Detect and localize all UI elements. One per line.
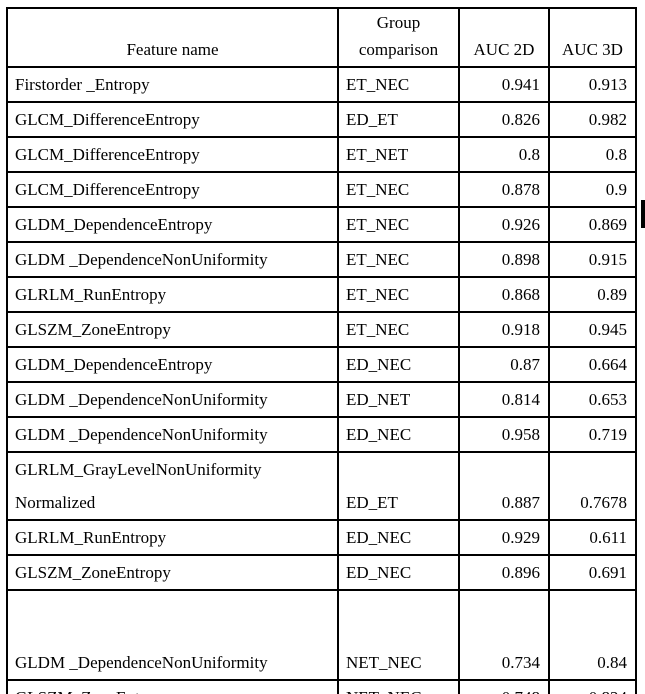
table-row: GLDM _DependenceNonUniformity ET_NEC 0.8… bbox=[6, 241, 637, 278]
cell-auc-2d: 0.896 bbox=[458, 554, 550, 591]
cell-feature: GLSZM_ZoneEntropy bbox=[6, 311, 339, 348]
cell-feature: GLDM_DependenceEntropy bbox=[6, 206, 339, 243]
table-row: GLDM _DependenceNonUniformity NET_NEC 0.… bbox=[6, 589, 637, 681]
cell-group: NET_NEC bbox=[337, 679, 460, 694]
cell-feature: GLDM _DependenceNonUniformity bbox=[6, 381, 339, 418]
col-header-auc-2d: AUC 2D bbox=[458, 7, 550, 68]
cell-group: NET_NEC bbox=[337, 589, 460, 681]
cell-auc-3d: 0.824 bbox=[548, 679, 637, 694]
cell-auc-2d: 0.941 bbox=[458, 66, 550, 103]
cell-group: ET_NEC bbox=[337, 171, 460, 208]
cell-feature: GLDM _DependenceNonUniformity bbox=[6, 416, 339, 453]
cell-group: ED_ET bbox=[337, 451, 460, 521]
cell-auc-3d: 0.653 bbox=[548, 381, 637, 418]
cell-group: ED_NEC bbox=[337, 554, 460, 591]
col-header-feature-name: Feature name bbox=[6, 7, 339, 68]
cell-feature: Firstorder _Entropy bbox=[6, 66, 339, 103]
cell-auc-3d: 0.869 bbox=[548, 206, 637, 243]
cell-feature: GLDM_DependenceEntropy bbox=[6, 346, 339, 383]
cell-group: ET_NET bbox=[337, 136, 460, 173]
cell-group: ED_NET bbox=[337, 381, 460, 418]
cell-auc-2d: 0.734 bbox=[458, 589, 550, 681]
table-row: GLRLM_RunEntropy ET_NEC 0.868 0.89 bbox=[6, 276, 637, 313]
cell-auc-2d: 0.87 bbox=[458, 346, 550, 383]
cell-auc-3d: 0.89 bbox=[548, 276, 637, 313]
cell-auc-3d: 0.691 bbox=[548, 554, 637, 591]
cell-group: ED_ET bbox=[337, 101, 460, 138]
cell-auc-2d: 0.814 bbox=[458, 381, 550, 418]
col-header-auc-3d: AUC 3D bbox=[548, 7, 637, 68]
table-row: GLDM_DependenceEntropy ED_NEC 0.87 0.664 bbox=[6, 346, 637, 383]
table-row: GLSZM_ZoneEntropy NET_NEC 0.748 0.824 bbox=[6, 679, 637, 694]
cell-auc-3d: 0.8 bbox=[548, 136, 637, 173]
table-row: GLSZM_ZoneEntropy ET_NEC 0.918 0.945 bbox=[6, 311, 637, 348]
cell-auc-3d: 0.7678 bbox=[548, 451, 637, 521]
cell-auc-3d: 0.982 bbox=[548, 101, 637, 138]
cell-feature: GLSZM_ZoneEntropy bbox=[6, 554, 339, 591]
cell-auc-3d: 0.84 bbox=[548, 589, 637, 681]
table-row: GLDM _DependenceNonUniformity ED_NET 0.8… bbox=[6, 381, 637, 418]
cell-feature: GLSZM_ZoneEntropy bbox=[6, 679, 339, 694]
cell-auc-2d: 0.868 bbox=[458, 276, 550, 313]
cell-auc-3d: 0.611 bbox=[548, 519, 637, 556]
cell-feature: GLCM_DifferenceEntropy bbox=[6, 101, 339, 138]
table-row: GLDM_DependenceEntropy ET_NEC 0.926 0.86… bbox=[6, 206, 637, 243]
cell-group: ED_NEC bbox=[337, 416, 460, 453]
cell-auc-2d: 0.878 bbox=[458, 171, 550, 208]
cell-feature: GLDM _DependenceNonUniformity bbox=[6, 241, 339, 278]
cell-auc-2d: 0.926 bbox=[458, 206, 550, 243]
cell-feature: GLRLM_RunEntropy bbox=[6, 519, 339, 556]
cell-auc-3d: 0.913 bbox=[548, 66, 637, 103]
cell-feature: GLDM _DependenceNonUniformity bbox=[6, 589, 339, 681]
cell-group: ED_NEC bbox=[337, 519, 460, 556]
cell-feature: GLRLM_RunEntropy bbox=[6, 276, 339, 313]
cell-group: ET_NEC bbox=[337, 276, 460, 313]
cell-feature: GLCM_DifferenceEntropy bbox=[6, 136, 339, 173]
cell-auc-2d: 0.887 bbox=[458, 451, 550, 521]
cell-group: ET_NEC bbox=[337, 66, 460, 103]
cell-auc-3d: 0.664 bbox=[548, 346, 637, 383]
cell-auc-2d: 0.748 bbox=[458, 679, 550, 694]
cell-group: ET_NEC bbox=[337, 311, 460, 348]
header-row: Feature name Group comparison AUC 2D AUC… bbox=[6, 7, 637, 68]
table-row: GLCM_DifferenceEntropy ET_NEC 0.878 0.9 bbox=[6, 171, 637, 208]
table-row: GLDM _DependenceNonUniformity ED_NEC 0.9… bbox=[6, 416, 637, 453]
table-row: GLCM_DifferenceEntropy ED_ET 0.826 0.982 bbox=[6, 101, 637, 138]
text-cursor bbox=[641, 200, 645, 228]
cell-auc-2d: 0.8 bbox=[458, 136, 550, 173]
cell-auc-3d: 0.915 bbox=[548, 241, 637, 278]
table-row: GLRLM_GrayLevelNonUniformity Normalized … bbox=[6, 451, 637, 521]
cell-auc-3d: 0.719 bbox=[548, 416, 637, 453]
cell-auc-2d: 0.826 bbox=[458, 101, 550, 138]
cell-feature: GLCM_DifferenceEntropy bbox=[6, 171, 339, 208]
cell-auc-2d: 0.898 bbox=[458, 241, 550, 278]
auc-table: Feature name Group comparison AUC 2D AUC… bbox=[6, 7, 637, 694]
cell-auc-3d: 0.945 bbox=[548, 311, 637, 348]
cell-feature: GLRLM_GrayLevelNonUniformity Normalized bbox=[6, 451, 339, 521]
cell-group: ED_NEC bbox=[337, 346, 460, 383]
cell-auc-2d: 0.958 bbox=[458, 416, 550, 453]
cell-group: ET_NEC bbox=[337, 206, 460, 243]
cell-auc-2d: 0.929 bbox=[458, 519, 550, 556]
table-row: GLRLM_RunEntropy ED_NEC 0.929 0.611 bbox=[6, 519, 637, 556]
cell-group: ET_NEC bbox=[337, 241, 460, 278]
cell-auc-3d: 0.9 bbox=[548, 171, 637, 208]
table-row: GLCM_DifferenceEntropy ET_NET 0.8 0.8 bbox=[6, 136, 637, 173]
table-row: Firstorder _Entropy ET_NEC 0.941 0.913 bbox=[6, 66, 637, 103]
cell-auc-2d: 0.918 bbox=[458, 311, 550, 348]
col-header-group-comparison: Group comparison bbox=[337, 7, 460, 68]
table-row: GLSZM_ZoneEntropy ED_NEC 0.896 0.691 bbox=[6, 554, 637, 591]
